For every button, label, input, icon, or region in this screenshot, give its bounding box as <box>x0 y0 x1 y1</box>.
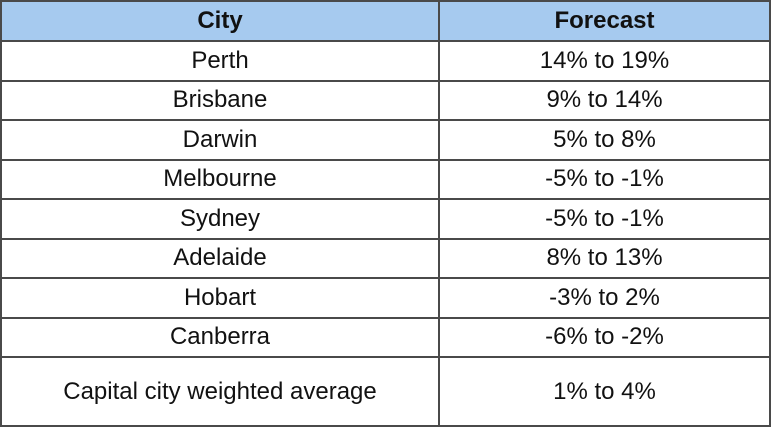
table-row: Adelaide 8% to 13% <box>0 237 771 279</box>
forecast-cell: 8% to 13% <box>438 237 771 279</box>
header-row: City Forecast <box>0 0 771 42</box>
table-row: Darwin 5% to 8% <box>0 119 771 161</box>
header-forecast: Forecast <box>438 0 771 42</box>
table-row: Canberra -6% to -2% <box>0 316 771 358</box>
city-cell: Hobart <box>0 277 440 319</box>
table-row: Sydney -5% to -1% <box>0 198 771 240</box>
table-row: Perth 14% to 19% <box>0 40 771 82</box>
forecast-cell: 14% to 19% <box>438 40 771 82</box>
city-cell: Melbourne <box>0 158 440 200</box>
city-cell: Canberra <box>0 316 440 358</box>
forecast-cell: -6% to -2% <box>438 316 771 358</box>
city-cell: Adelaide <box>0 237 440 279</box>
forecast-cell: 1% to 4% <box>438 356 771 427</box>
city-cell: Brisbane <box>0 79 440 121</box>
forecast-cell: -3% to 2% <box>438 277 771 319</box>
table-row: Brisbane 9% to 14% <box>0 79 771 121</box>
city-cell: Darwin <box>0 119 440 161</box>
city-cell: Sydney <box>0 198 440 240</box>
table-row: Capital city weighted average 1% to 4% <box>0 356 771 427</box>
forecast-cell: 5% to 8% <box>438 119 771 161</box>
table-row: Melbourne -5% to -1% <box>0 158 771 200</box>
forecast-cell: -5% to -1% <box>438 198 771 240</box>
header-city: City <box>0 0 440 42</box>
city-cell: Perth <box>0 40 440 82</box>
table-row: Hobart -3% to 2% <box>0 277 771 319</box>
city-cell: Capital city weighted average <box>0 356 440 427</box>
forecast-cell: -5% to -1% <box>438 158 771 200</box>
forecast-cell: 9% to 14% <box>438 79 771 121</box>
